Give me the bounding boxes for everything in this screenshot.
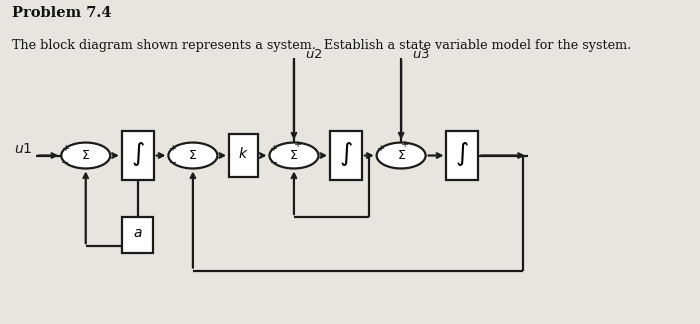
Text: $\int$: $\int$ [131,140,145,168]
Text: $\int$: $\int$ [456,140,469,168]
Circle shape [270,143,318,168]
Text: +: + [377,144,386,153]
Bar [122,131,154,180]
Bar [447,131,478,180]
Text: −: − [169,159,177,168]
Circle shape [169,143,218,168]
Text: $k$: $k$ [239,146,249,161]
Text: +: + [270,144,279,153]
Text: +: + [400,140,409,149]
Circle shape [377,143,426,168]
Text: +: + [169,144,177,153]
Bar [330,131,362,180]
Text: $u2$: $u2$ [305,48,323,61]
Bar [229,134,258,177]
Text: $u1$: $u1$ [14,142,32,156]
Text: $\Sigma$: $\Sigma$ [81,149,90,162]
Text: +: + [293,140,302,149]
Text: −: − [62,159,69,168]
Text: −: − [270,159,278,168]
Text: $\Sigma$: $\Sigma$ [289,149,298,162]
Text: $\Sigma$: $\Sigma$ [397,149,406,162]
Bar [122,217,153,253]
Text: Problem 7.4: Problem 7.4 [12,6,112,20]
Text: $a$: $a$ [133,226,143,240]
Text: $\int$: $\int$ [339,140,353,168]
Circle shape [61,143,110,168]
Text: +: + [62,144,70,153]
Text: $\Sigma$: $\Sigma$ [188,149,197,162]
Text: The block diagram shown represents a system.  Establish a state variable model f: The block diagram shown represents a sys… [12,39,631,52]
Text: $u3$: $u3$ [412,48,430,61]
